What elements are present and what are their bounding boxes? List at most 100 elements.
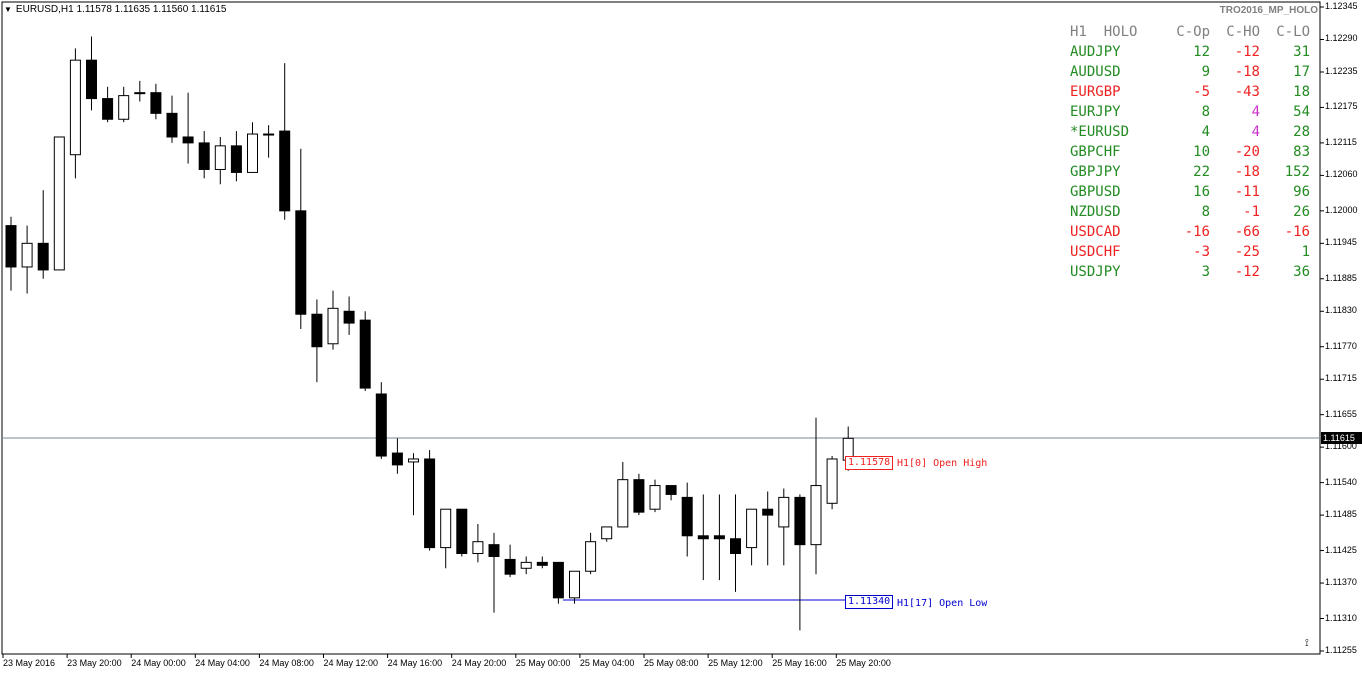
- row-c-lo: 54: [1293, 104, 1310, 120]
- candle: [150, 83, 162, 120]
- row-symbol: AUDUSD: [1070, 64, 1121, 80]
- y-tick-label: 1.11830: [1325, 305, 1357, 316]
- row-c-op: 4: [1201, 124, 1210, 140]
- candle-body-bear: [504, 558, 516, 575]
- candle: [713, 494, 725, 581]
- holo-table: H1 HOLO C-Op C-HO C-LO AUDJPY 12 -12 31 AUDU…: [1070, 22, 1310, 282]
- scroll-icon[interactable]: ⟟: [1305, 638, 1309, 649]
- row-c-ho: -66: [1234, 224, 1260, 240]
- x-tick-label: 25 May 08:00: [644, 658, 699, 668]
- candle-body-bear: [279, 130, 291, 212]
- x-tick-label: 25 May 04:00: [579, 658, 635, 668]
- holo-table-row: GBPCHF 10 -20 83: [1070, 142, 1310, 162]
- row-symbol: EURJPY: [1070, 104, 1121, 120]
- row-symbol: NZDUSD: [1070, 204, 1121, 220]
- row-c-ho: 4: [1251, 124, 1260, 140]
- y-tick-label: 1.12175: [1325, 101, 1358, 112]
- candle: [53, 136, 65, 271]
- candle: [166, 95, 178, 143]
- row-c-op: -16: [1184, 224, 1210, 240]
- row-c-ho: -11: [1234, 184, 1260, 200]
- row-c-lo: 83: [1293, 144, 1310, 160]
- y-tick-label: 1.11485: [1325, 509, 1357, 520]
- candle: [778, 488, 790, 566]
- candle-body-bear: [198, 142, 210, 170]
- candle: [456, 508, 468, 557]
- x-tick-label: 24 May 00:00: [131, 658, 186, 668]
- row-c-op: 10: [1193, 144, 1210, 160]
- candle-body-bull: [778, 496, 790, 528]
- candle: [230, 131, 242, 182]
- y-tick-label: 1.11945: [1325, 237, 1357, 248]
- y-tick-label: 1.11255: [1325, 645, 1357, 655]
- y-tick-label: 1.12345: [1325, 1, 1358, 11]
- row-c-op: 9: [1201, 64, 1210, 80]
- y-tick-label: 1.11370: [1325, 577, 1357, 588]
- candle-body-bear: [391, 452, 403, 466]
- candle: [198, 131, 210, 179]
- holo-table-row: AUDUSD 9 -18 17: [1070, 62, 1310, 82]
- candle-body-bear: [488, 544, 500, 557]
- row-symbol: GBPCHF: [1070, 144, 1121, 160]
- holo-table-row: NZDUSD 8 -1 26: [1070, 202, 1310, 222]
- row-symbol: EURGBP: [1070, 84, 1121, 100]
- header-holo: H1 HOLO: [1070, 24, 1138, 40]
- candle: [488, 532, 500, 613]
- candle-body-bear: [182, 136, 194, 144]
- candle: [134, 80, 146, 102]
- row-c-ho: 4: [1251, 104, 1260, 120]
- candle: [762, 491, 774, 566]
- candle-body-bull: [472, 541, 484, 555]
- candle: [37, 190, 49, 279]
- candle-body-bear: [150, 92, 162, 114]
- candle-body-bull: [118, 95, 130, 120]
- x-tick-label: 25 May 12:00: [708, 658, 763, 668]
- open-low-label: H1[17] Open Low: [897, 598, 988, 609]
- candle: [794, 494, 806, 631]
- candle-body-bull: [247, 133, 258, 173]
- x-tick-label: 25 May 20:00: [836, 658, 891, 668]
- row-c-lo: 36: [1293, 264, 1310, 280]
- svg-text:⟟: ⟟: [1305, 638, 1309, 649]
- candle-body-bear: [343, 310, 355, 324]
- row-symbol: GBPJPY: [1070, 164, 1121, 180]
- row-c-op: -5: [1193, 84, 1210, 100]
- holo-table-row: GBPJPY 22 -18 152: [1070, 162, 1310, 182]
- candle: [826, 456, 838, 510]
- holo-table-row: USDJPY 3 -12 36: [1070, 262, 1310, 282]
- candle-body-bear: [424, 458, 436, 549]
- row-c-ho: -12: [1234, 44, 1260, 60]
- y-tick-label: 1.11310: [1325, 612, 1357, 623]
- candle-body-bear: [536, 561, 548, 566]
- row-symbol: GBPUSD: [1070, 184, 1121, 200]
- row-c-ho: -20: [1234, 144, 1260, 160]
- dropdown-triangle-icon[interactable]: ▼: [4, 5, 12, 14]
- holo-table-row: AUDJPY 12 -12 31: [1070, 42, 1310, 62]
- indicator-name: TRO2016_MP_HOLO: [1219, 5, 1318, 16]
- x-axis: [2, 654, 837, 658]
- row-c-ho: -43: [1234, 84, 1260, 100]
- candle-body-bear: [713, 535, 725, 540]
- y-tick-label: 1.12000: [1325, 204, 1358, 215]
- header-c-ho: C-HO: [1226, 24, 1260, 40]
- candle: [375, 382, 387, 459]
- x-tick-label: 24 May 20:00: [451, 658, 507, 668]
- row-c-lo: -16: [1284, 224, 1310, 240]
- row-c-op: 8: [1201, 204, 1210, 220]
- candle-body-bull: [649, 485, 661, 510]
- candle-body-bull: [408, 458, 419, 463]
- candle-body-bull: [826, 458, 838, 504]
- candle: [247, 122, 258, 173]
- candle-body-bull: [520, 561, 532, 569]
- candle-body-bull: [746, 508, 758, 549]
- row-c-lo: 26: [1293, 204, 1310, 220]
- candle: [746, 508, 758, 566]
- y-tick-label: 1.12235: [1325, 65, 1358, 76]
- candle: [649, 479, 661, 513]
- symbol-info-text: EURUSD,H1 1.11578 1.11635 1.11560 1.1161…: [15, 4, 227, 15]
- candle: [617, 461, 629, 528]
- candle-body-bull: [21, 242, 33, 268]
- candle: [440, 508, 452, 569]
- x-tick-label: 25 May 00:00: [515, 658, 571, 668]
